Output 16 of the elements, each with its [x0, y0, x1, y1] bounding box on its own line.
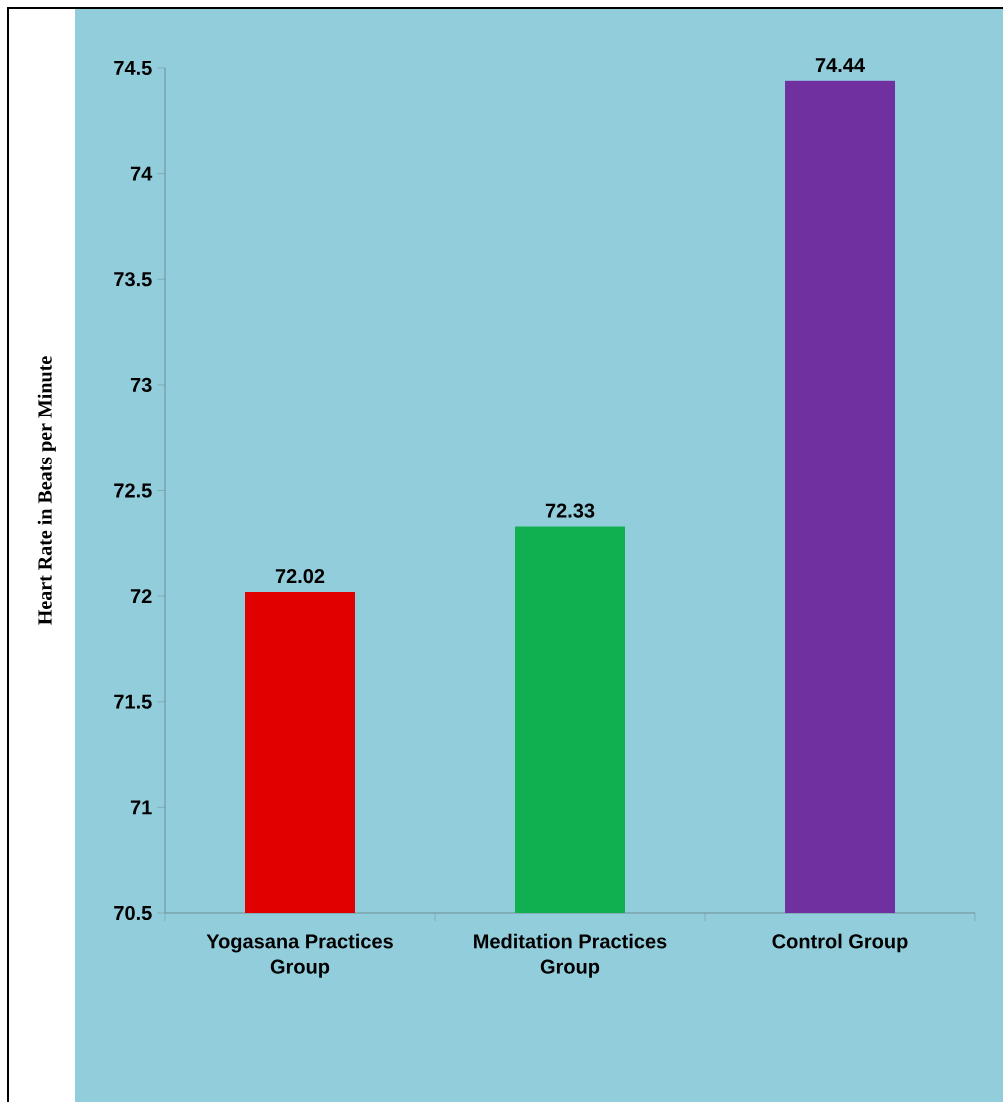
y-axis-title: Heart Rate in Beats per Minute — [37, 356, 56, 625]
y-tick-label: 71.5 — [114, 694, 152, 709]
y-tick-label: 73.5 — [114, 272, 152, 287]
y-tick-label: 72 — [130, 589, 152, 604]
y-tick-label: 74 — [130, 166, 153, 181]
data-label: 72.33 — [545, 503, 595, 518]
y-tick-label: 71 — [130, 800, 152, 815]
y-tick-label: 73 — [130, 377, 152, 392]
x-tick-label: Yogasana Practices Group — [206, 933, 393, 978]
y-tick-label: 70.5 — [114, 905, 152, 921]
x-tick-label: Control Group — [772, 933, 908, 953]
data-label: 72.02 — [275, 569, 325, 584]
y-tick-label: 74.5 — [114, 61, 152, 75]
data-label: 74.44 — [815, 58, 865, 72]
x-tick-label: Meditation Practices Group — [474, 933, 667, 978]
y-tick-label: 72.5 — [114, 483, 152, 498]
